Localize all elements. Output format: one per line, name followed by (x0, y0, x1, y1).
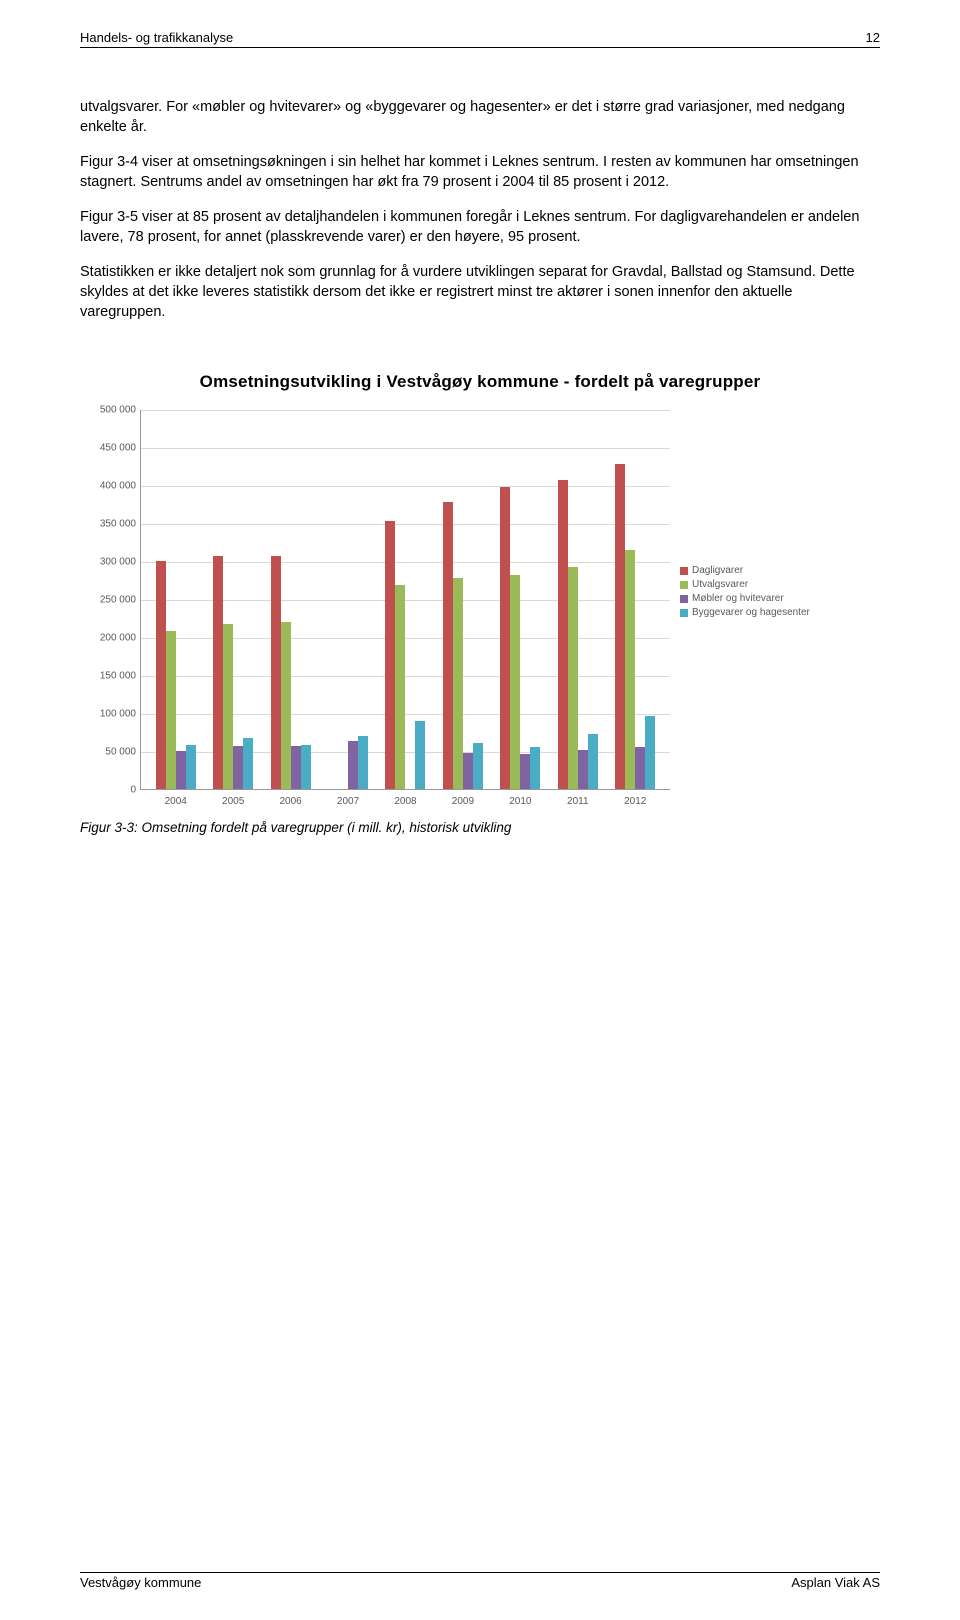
chart-bar (291, 746, 301, 789)
chart-bar (348, 741, 358, 789)
chart-bar (443, 502, 453, 789)
chart-xtick: 2006 (262, 796, 319, 807)
legend-item: Dagligvarer (680, 565, 810, 576)
legend-item: Utvalgsvarer (680, 579, 810, 590)
chart-xtick: 2007 (319, 796, 376, 807)
chart-bar-group: 2008 (377, 410, 434, 789)
chart-ytick: 250 000 (81, 595, 136, 606)
chart-ytick: 200 000 (81, 633, 136, 644)
footer-left: Vestvågøy kommune (80, 1575, 201, 1590)
chart-bar (510, 575, 520, 789)
legend-swatch (680, 609, 688, 617)
chart-bar (530, 747, 540, 789)
chart-bar (301, 745, 311, 789)
chart-bar-group: 2004 (147, 410, 204, 789)
chart-bar (500, 487, 510, 789)
paragraph-3: Figur 3-5 viser at 85 prosent av detaljh… (80, 208, 880, 247)
chart-bar (156, 561, 166, 789)
paragraph-4: Statistikken er ikke detaljert nok som g… (80, 263, 880, 322)
chart-bar-group: 2011 (549, 410, 606, 789)
chart-bar (186, 745, 196, 789)
page-header: Handels- og trafikkanalyse 12 (80, 30, 880, 48)
chart-xtick: 2012 (607, 796, 664, 807)
chart-xtick: 2004 (147, 796, 204, 807)
chart-ytick: 0 (81, 785, 136, 796)
chart-bar (385, 521, 395, 789)
chart-bar-group: 2009 (434, 410, 491, 789)
chart-ytick: 100 000 (81, 709, 136, 720)
chart-container: Omsetningsutvikling i Vestvågøy kommune … (80, 372, 880, 790)
chart-bar (213, 556, 223, 789)
chart-ytick: 300 000 (81, 557, 136, 568)
chart-bar (176, 751, 186, 789)
chart-bar-group: 2012 (607, 410, 664, 789)
figure-caption: Figur 3-3: Omsetning fordelt på varegrup… (80, 820, 880, 835)
legend-swatch (680, 581, 688, 589)
legend-item: Møbler og hvitevarer (680, 593, 810, 604)
header-page-number: 12 (866, 30, 880, 45)
chart-bar-group: 2006 (262, 410, 319, 789)
chart-ytick: 50 000 (81, 747, 136, 758)
chart-bar (558, 480, 568, 789)
chart-bar (588, 734, 598, 789)
chart-xtick: 2009 (434, 796, 491, 807)
chart-legend: Dagligvarer Utvalgsvarer Møbler og hviteva… (680, 565, 810, 621)
chart-bar (453, 578, 463, 789)
chart-bar (645, 716, 655, 789)
chart-bar (635, 747, 645, 789)
chart-ytick: 350 000 (81, 519, 136, 530)
legend-swatch (680, 567, 688, 575)
chart-bar (578, 750, 588, 790)
legend-label: Møbler og hvitevarer (692, 593, 784, 604)
chart-ytick: 500 000 (81, 405, 136, 416)
legend-label: Byggevarer og hagesenter (692, 607, 810, 618)
chart-bar-group: 2005 (204, 410, 261, 789)
chart-bar (271, 556, 281, 789)
paragraph-1: utvalgsvarer. For «møbler og hvitevarer»… (80, 98, 880, 137)
chart-bar (415, 721, 425, 789)
chart-bar (463, 753, 473, 789)
chart-bar (615, 464, 625, 789)
page-footer: Vestvågøy kommune Asplan Viak AS (80, 1572, 880, 1590)
header-left: Handels- og trafikkanalyse (80, 30, 233, 45)
chart-ytick: 150 000 (81, 671, 136, 682)
legend-label: Utvalgsvarer (692, 579, 748, 590)
chart-ytick: 450 000 (81, 443, 136, 454)
chart-bar-group: 2010 (492, 410, 549, 789)
chart-bar (233, 746, 243, 789)
legend-item: Byggevarer og hagesenter (680, 607, 810, 618)
chart-bar (625, 550, 635, 789)
legend-swatch (680, 595, 688, 603)
chart-bar (568, 567, 578, 789)
chart-xtick: 2005 (204, 796, 261, 807)
chart-title: Omsetningsutvikling i Vestvågøy kommune … (80, 372, 880, 392)
chart-bar (281, 622, 291, 789)
chart-bar (358, 736, 368, 789)
footer-right: Asplan Viak AS (791, 1575, 880, 1590)
chart-bar (473, 743, 483, 789)
legend-label: Dagligvarer (692, 565, 743, 576)
chart-bar (520, 754, 530, 789)
chart-bar (223, 624, 233, 789)
chart-bar (243, 738, 253, 789)
chart-bar (166, 631, 176, 789)
chart-ytick: 400 000 (81, 481, 136, 492)
chart-xtick: 2010 (492, 796, 549, 807)
chart-bar-group: 2007 (319, 410, 376, 789)
chart-xtick: 2011 (549, 796, 606, 807)
chart-xtick: 2008 (377, 796, 434, 807)
chart-plot: 050 000100 000150 000200 000250 000300 0… (140, 410, 670, 790)
chart-bar (395, 585, 405, 789)
paragraph-2: Figur 3-4 viser at omsetningsøkningen i … (80, 153, 880, 192)
